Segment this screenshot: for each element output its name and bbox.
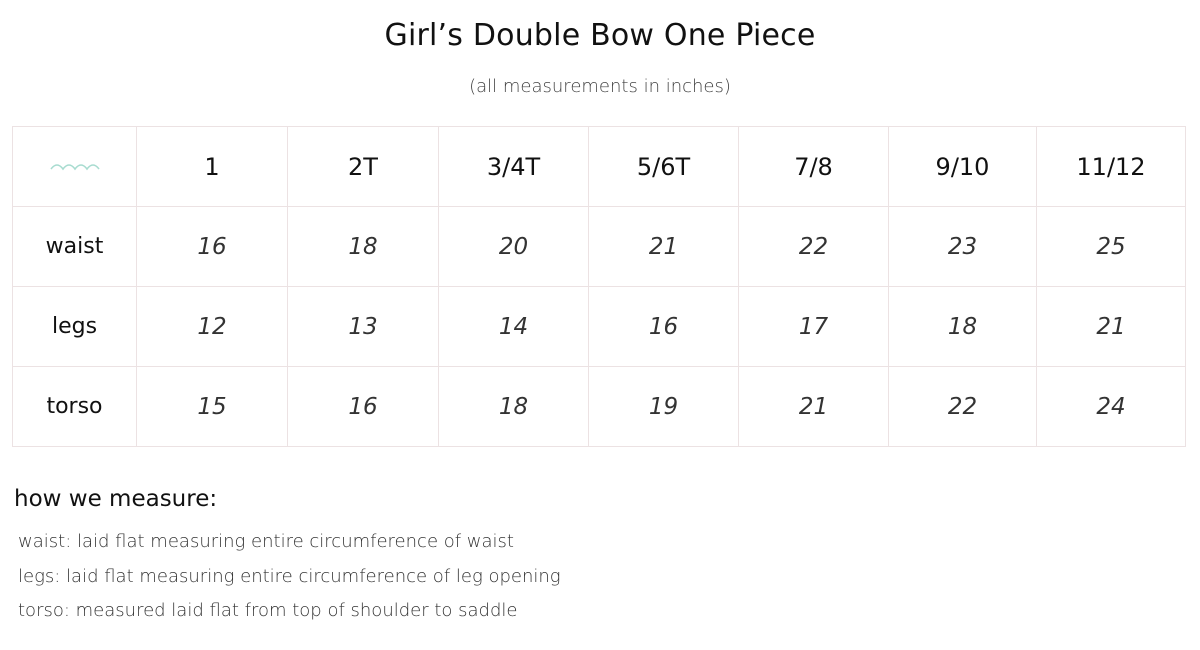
- measurement-cell: 21: [1036, 286, 1186, 367]
- measurement-cell: 16: [136, 206, 288, 287]
- corner-cell: [12, 126, 137, 207]
- size-header: 9/10: [888, 126, 1037, 207]
- wave-icon: [49, 164, 100, 171]
- size-header: 3/4T: [438, 126, 589, 207]
- header-row: 1 2T 3/4T 5/6T 7/8 9/10 11/12: [12, 126, 1186, 207]
- measurement-cell: 18: [287, 206, 439, 287]
- measurement-cell: 12: [136, 286, 288, 367]
- measurement-cell: 13: [287, 286, 439, 367]
- measurement-cell: 21: [738, 366, 889, 447]
- row-label: legs: [12, 286, 137, 367]
- measurement-cell: 19: [588, 366, 739, 447]
- note-waist: waist: laid flat measuring entire circum…: [18, 531, 514, 552]
- measurement-cell: 17: [738, 286, 889, 367]
- measurement-cell: 18: [438, 366, 589, 447]
- measurement-cell: 25: [1036, 206, 1186, 287]
- measurement-cell: 18: [888, 286, 1037, 367]
- measurement-notes: waist: laid flat measuring entire circum…: [18, 525, 561, 629]
- measurement-cell: 24: [1036, 366, 1186, 447]
- size-chart-table: 1 2T 3/4T 5/6T 7/8 9/10 11/12 waist 16 18 2…: [12, 126, 1186, 447]
- table-row: waist 16 18 20 21 22 23 25: [12, 206, 1186, 287]
- page-title: Girl’s Double Bow One Piece: [384, 18, 816, 53]
- row-label: waist: [12, 206, 137, 287]
- size-header: 2T: [287, 126, 439, 207]
- note-torso: torso: measured laid flat from top of sh…: [18, 600, 518, 621]
- measurement-cell: 21: [588, 206, 739, 287]
- size-header: 7/8: [738, 126, 889, 207]
- row-label: torso: [12, 366, 137, 447]
- measurement-cell: 16: [588, 286, 739, 367]
- measurement-cell: 15: [136, 366, 288, 447]
- size-header: 1: [136, 126, 288, 207]
- size-header: 11/12: [1036, 126, 1186, 207]
- size-header: 5/6T: [588, 126, 739, 207]
- table-row: legs 12 13 14 16 17 18 21: [12, 286, 1186, 367]
- measurement-cell: 22: [738, 206, 889, 287]
- measurement-cell: 20: [438, 206, 589, 287]
- table-row: torso 15 16 18 19 21 22 24: [12, 366, 1186, 447]
- measurement-cell: 14: [438, 286, 589, 367]
- page-subtitle: (all measurements in inches): [469, 76, 731, 97]
- note-legs: legs: laid flat measuring entire circumf…: [18, 565, 561, 587]
- measurement-cell: 22: [888, 366, 1037, 447]
- measurement-cell: 16: [287, 366, 439, 447]
- how-we-measure-heading: how we measure:: [14, 486, 218, 512]
- measurement-cell: 23: [888, 206, 1037, 287]
